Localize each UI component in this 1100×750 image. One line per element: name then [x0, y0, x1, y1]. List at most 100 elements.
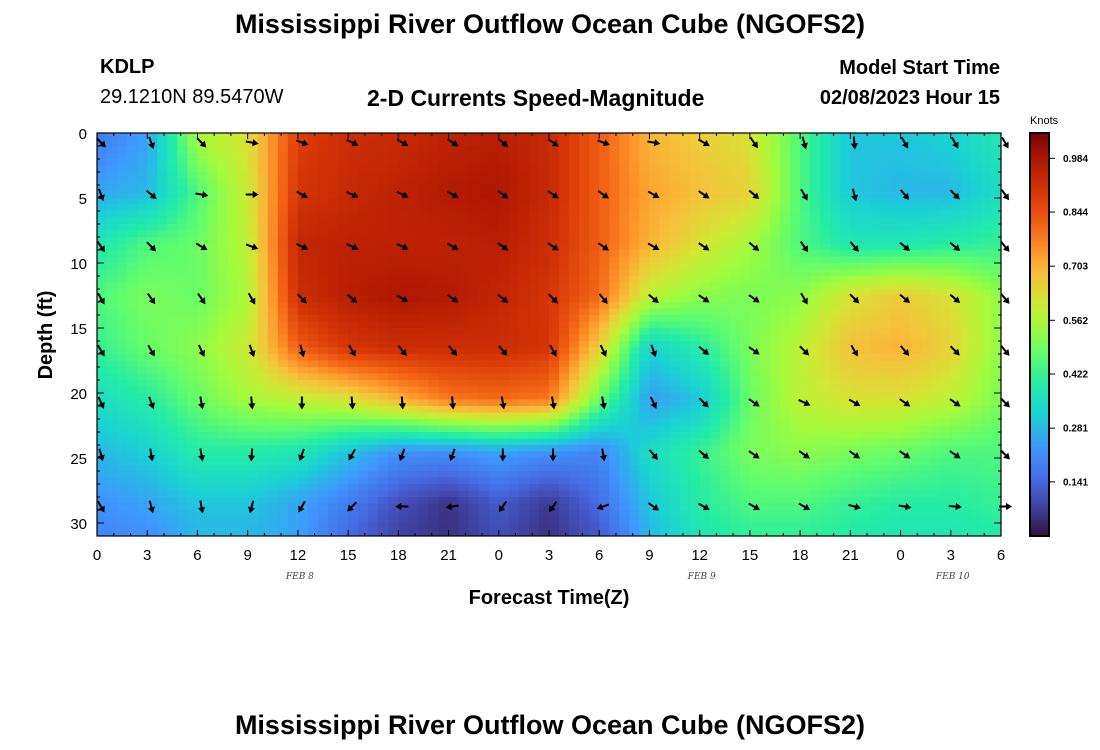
heatmap-cell — [569, 191, 580, 199]
heatmap-cell — [498, 328, 510, 336]
heatmap-cell — [639, 269, 651, 277]
heatmap-cell — [810, 367, 821, 375]
heatmap-cell — [589, 438, 600, 446]
heatmap-cell — [458, 315, 470, 323]
heatmap-cell — [468, 334, 480, 342]
heatmap-cell — [659, 302, 671, 310]
heatmap-cell — [659, 204, 671, 212]
heatmap-cell — [107, 451, 118, 459]
heatmap-cell — [267, 133, 279, 141]
heatmap-cell — [880, 172, 892, 180]
heatmap-cell — [137, 211, 148, 219]
heatmap-cell — [518, 425, 530, 433]
heatmap-cell — [910, 263, 922, 271]
heatmap-cell — [97, 133, 108, 141]
heatmap-cell — [117, 133, 128, 141]
heatmap-cell — [287, 464, 299, 472]
heatmap-cell — [820, 360, 831, 368]
heatmap-cell — [297, 211, 309, 219]
heatmap-cell — [729, 341, 741, 349]
heatmap-cell — [659, 471, 671, 479]
heatmap-cell — [569, 159, 580, 167]
heatmap-cell — [217, 425, 229, 433]
heatmap-cell — [830, 159, 841, 167]
heatmap-cell — [960, 165, 972, 173]
heatmap-cell — [448, 367, 460, 375]
heatmap-cell — [187, 308, 199, 316]
heatmap-cell — [328, 276, 339, 284]
heatmap-cell — [549, 256, 560, 264]
heatmap-cell — [810, 217, 821, 225]
heatmap-cell — [528, 347, 540, 355]
heatmap-cell — [217, 211, 229, 219]
heatmap-cell — [589, 354, 600, 362]
heatmap-cell — [538, 425, 550, 433]
heatmap-cell — [237, 243, 249, 251]
heatmap-cell — [790, 419, 801, 427]
heatmap-cell — [317, 159, 329, 167]
heatmap-cell — [468, 425, 480, 433]
heatmap-cell — [187, 165, 199, 173]
heatmap-cell — [488, 256, 500, 264]
heatmap-cell — [448, 204, 460, 212]
heatmap-cell — [287, 334, 299, 342]
heatmap-cell — [689, 146, 701, 154]
heatmap-cell — [538, 172, 550, 180]
heatmap-cell — [970, 347, 982, 355]
heatmap-cell — [769, 321, 781, 329]
heatmap-cell — [528, 360, 540, 368]
heatmap-cell — [860, 302, 872, 310]
heatmap-cell — [930, 341, 942, 349]
heatmap-cell — [870, 471, 882, 479]
heatmap-cell — [348, 334, 359, 342]
heatmap-cell — [840, 484, 851, 492]
heatmap-cell — [559, 432, 570, 440]
heatmap-cell — [267, 256, 279, 264]
heatmap-cell — [468, 308, 480, 316]
heatmap-cell — [157, 393, 168, 401]
heatmap-cell — [549, 412, 560, 420]
heatmap-cell — [368, 191, 379, 199]
heatmap-cell — [940, 159, 952, 167]
heatmap-cell — [368, 490, 379, 498]
heatmap-cell — [950, 438, 962, 446]
heatmap-cell — [508, 341, 520, 349]
heatmap-cell — [378, 211, 389, 219]
heatmap-cell — [599, 165, 610, 173]
heatmap-cell — [639, 354, 651, 362]
heatmap-cell — [840, 308, 851, 316]
heatmap-cell — [348, 458, 359, 466]
heatmap-cell — [589, 484, 600, 492]
heatmap-cell — [127, 347, 138, 355]
heatmap-cell — [960, 321, 972, 329]
heatmap-cell — [277, 308, 289, 316]
heatmap-cell — [910, 198, 922, 206]
heatmap-cell — [388, 243, 399, 251]
heatmap-cell — [508, 406, 520, 414]
heatmap-cell — [418, 250, 430, 258]
heatmap-cell — [147, 425, 158, 433]
heatmap-cell — [518, 406, 530, 414]
heatmap-cell — [910, 289, 922, 297]
heatmap-cell — [559, 198, 570, 206]
heatmap-cell — [639, 458, 651, 466]
heatmap-cell — [137, 451, 148, 459]
heatmap-cell — [157, 159, 168, 167]
heatmap-cell — [619, 276, 630, 284]
heatmap-cell — [368, 211, 379, 219]
heatmap-cell — [237, 204, 249, 212]
heatmap-cell — [458, 204, 470, 212]
heatmap-cell — [358, 412, 369, 420]
heatmap-cell — [528, 367, 540, 375]
heatmap-cell — [800, 354, 811, 362]
heatmap-cell — [237, 445, 249, 453]
heatmap-cell — [207, 412, 219, 420]
heatmap-cell — [197, 315, 209, 323]
heatmap-cell — [669, 211, 681, 219]
heatmap-cell — [589, 334, 600, 342]
heatmap-cell — [167, 276, 178, 284]
heatmap-cell — [559, 178, 570, 186]
heatmap-cell — [237, 438, 249, 446]
heatmap-cell — [649, 224, 661, 232]
heatmap-cell — [689, 217, 701, 225]
